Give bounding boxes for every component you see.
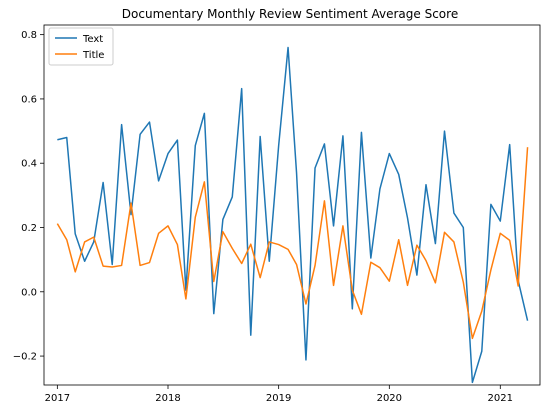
series-line-title [56,147,529,340]
y-tick-label: −0.2 [13,352,37,363]
y-tick-label: 0.2 [21,223,37,234]
plot-area: 2017 2018 2019 2020 2021 −0.2 0.0 0.2 0.4 0.6 0.8 [13,24,541,404]
x-tick-label: 2018 [155,393,180,404]
x-tick-label: 2017 [45,393,70,404]
x-tick-label: 2020 [377,393,402,404]
y-tick-label: 0.0 [21,287,37,298]
legend-label-title: Title [82,50,104,61]
chart-title: Documentary Monthly Review Sentiment Ave… [122,7,458,21]
y-tick-label: 0.8 [21,30,37,41]
legend: Text Title [48,27,114,66]
axes-frame [43,24,541,386]
y-tick-label: 0.6 [21,94,37,105]
x-tick-label: 2021 [488,393,513,404]
series-line-text [57,46,529,384]
x-tick-label: 2019 [266,393,291,404]
y-tick-label: 0.4 [21,159,37,170]
legend-label-text: Text [82,34,103,45]
